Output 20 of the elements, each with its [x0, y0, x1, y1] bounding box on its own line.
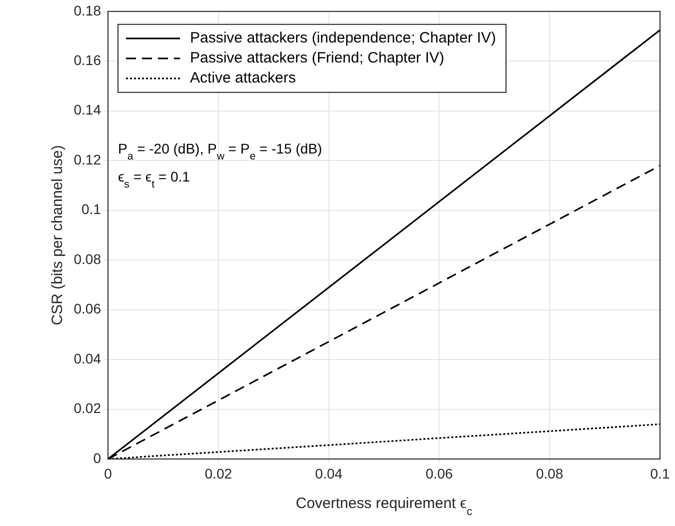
x-tick-label: 0.06 [426, 465, 454, 482]
y-tick-label: 0 [93, 450, 102, 466]
y-tick-label: 0.06 [74, 300, 102, 317]
y-tick-label: 0.04 [74, 350, 102, 366]
legend-label: Passive attackers (Friend; Chapter IV) [190, 50, 444, 67]
y-tick-label: 0.16 [74, 52, 102, 68]
legend-label: Passive attackers (independence; Chapter IV) [190, 30, 496, 47]
y-tick-label: 0.02 [74, 400, 102, 416]
y-tick-label: 0.1 [82, 201, 102, 218]
y-tick-label: 0.08 [74, 250, 102, 267]
x-tick-label: 0 [104, 465, 112, 482]
x-tick-label: 0.08 [536, 465, 564, 482]
y-tick-label: 0.18 [74, 2, 102, 18]
x-tick-label: 0.1 [650, 465, 670, 482]
y-axis-title: CSR (bits per channel use) [49, 145, 66, 326]
x-tick-label: 0.02 [204, 465, 232, 482]
y-tick-label: 0.12 [74, 151, 102, 168]
x-tick-label: 0.04 [315, 465, 343, 482]
legend-label: Active attackers [190, 70, 296, 87]
y-tick-label: 0.14 [74, 102, 102, 118]
